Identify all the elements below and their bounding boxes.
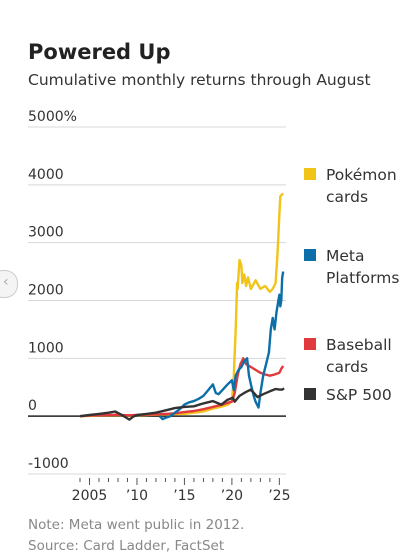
legend-swatch-baseball <box>304 338 316 350</box>
x-tick-label: ’15 <box>173 488 195 504</box>
y-tick-label: 2000 <box>28 283 64 299</box>
x-tick-label: ’20 <box>221 488 243 504</box>
y-tick-label: 4000 <box>28 167 64 183</box>
series-line-s-p-500 <box>79 387 285 421</box>
legend-label-sp500: S&P 500 <box>326 386 392 404</box>
x-tick-label: ’25 <box>268 488 290 504</box>
legend-swatch-pokemon <box>304 168 316 180</box>
series-line-pok-mon-cards <box>79 192 284 418</box>
legend-swatch-meta <box>304 249 316 261</box>
legend-label-baseball: Baseball cards <box>326 336 392 376</box>
y-tick-label: -1000 <box>28 456 69 472</box>
legend-label-meta: Meta Platforms <box>326 247 400 287</box>
chevron-left-icon: ‹ <box>3 274 9 290</box>
y-tick-label: 0 <box>28 398 37 414</box>
legend-label-pokemon: Pokémon cards <box>326 166 397 206</box>
y-tick-label: 5000% <box>28 109 77 125</box>
y-tick-label: 1000 <box>28 340 64 356</box>
y-tick-label: 3000 <box>28 225 64 241</box>
chart-note: Note: Meta went public in 2012. <box>28 517 245 533</box>
chart-subtitle: Cumulative monthly returns through Augus… <box>28 71 371 89</box>
x-tick-label: ’10 <box>126 488 148 504</box>
series-line-meta-platforms <box>158 271 285 421</box>
chart-source: Source: Card Ladder, FactSet <box>28 538 225 554</box>
x-tick-label: 2005 <box>72 488 108 504</box>
legend-swatch-sp500 <box>304 388 316 400</box>
chart-title: Powered Up <box>28 40 171 64</box>
